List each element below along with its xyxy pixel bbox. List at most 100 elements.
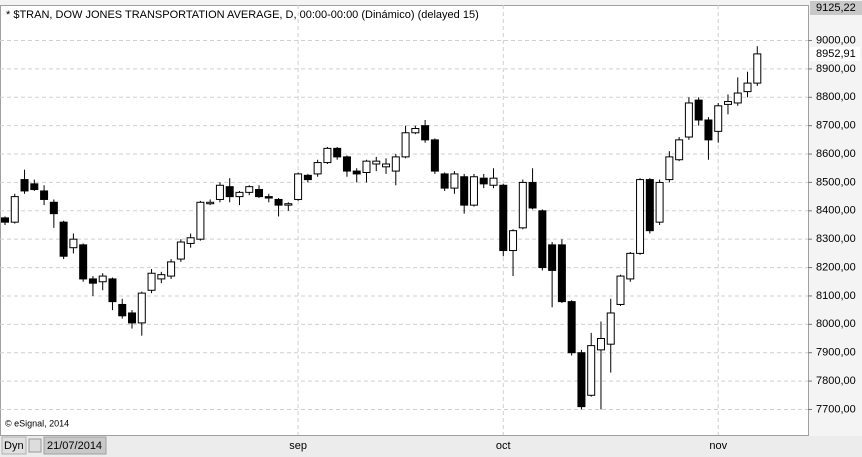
x-tick-label: nov [709, 440, 727, 452]
candle-body [10, 196, 19, 223]
candle-body [255, 189, 264, 198]
candle-body [675, 139, 684, 161]
candle-body [577, 352, 586, 408]
x-tick-label: oct [496, 440, 511, 452]
candle-body [626, 252, 635, 280]
candle-body [548, 244, 557, 271]
candle-body [489, 177, 498, 186]
candle-body [714, 105, 723, 132]
candle-body [733, 92, 742, 104]
candle-body [206, 201, 215, 205]
candle-body [294, 173, 303, 200]
date-box[interactable] [43, 436, 107, 455]
y-tick-label: 8100,00 [816, 290, 856, 302]
watermark: © eSignal, 2014 [5, 418, 69, 428]
bottom-bar [0, 436, 862, 457]
candle-body [303, 174, 312, 181]
candle-body [313, 162, 322, 175]
candle-body [79, 244, 88, 280]
candle-body [264, 196, 273, 199]
candle-body [430, 139, 439, 172]
candle-body [655, 181, 664, 223]
candle-body [342, 156, 351, 172]
last-price-label: 8952,91 [816, 48, 856, 60]
last-price-box [810, 46, 860, 61]
candle-body [743, 82, 752, 93]
candle-body [567, 301, 576, 354]
y-tick-label: 8000,00 [816, 318, 856, 330]
candle-body [167, 261, 176, 277]
candle-body [284, 203, 293, 206]
candle-body [684, 102, 693, 138]
candle-body [391, 156, 400, 172]
candle-body [323, 147, 332, 164]
top-label: 9125,22 [816, 2, 856, 14]
y-tick-label: 8700,00 [816, 120, 856, 132]
candle-body [704, 119, 713, 141]
candle-body [196, 201, 205, 240]
candle-body [235, 191, 244, 198]
candle-body [557, 244, 566, 303]
candle-body [723, 101, 732, 105]
candle-body [665, 156, 674, 181]
candle-body [528, 181, 537, 209]
candle-body [69, 238, 78, 249]
candle-body [538, 210, 547, 269]
candle-body [59, 221, 68, 257]
y-tick-label: 8300,00 [816, 233, 856, 245]
candle-body [606, 312, 615, 345]
candle-body [88, 278, 97, 284]
candle-body [469, 176, 478, 206]
plot-area [0, 5, 809, 436]
candle-body [401, 132, 410, 158]
candle-body [518, 181, 527, 229]
candle-body [596, 338, 605, 351]
candle-body [753, 53, 762, 84]
candle-body [372, 160, 381, 165]
candle-body [20, 179, 29, 192]
y-tick-label: 7800,00 [816, 375, 856, 387]
y-tick-label: 8400,00 [816, 205, 856, 217]
candle-body [479, 177, 488, 185]
candle-body [440, 173, 449, 189]
candle-body [411, 128, 420, 134]
y-tick-label: 8900,00 [816, 63, 856, 75]
candle-body [587, 345, 596, 396]
candle-body [157, 274, 166, 280]
chart-title: * $TRAN, DOW JONES TRANSPORTATION AVERAG… [6, 9, 479, 21]
candle-body [274, 198, 283, 206]
candle-body [333, 147, 342, 158]
candle-body [49, 201, 58, 215]
mode-box[interactable] [1, 436, 27, 455]
candle-body [118, 303, 127, 317]
y-tick-label: 8800,00 [816, 91, 856, 103]
y-tick-label: 7700,00 [816, 403, 856, 415]
candle-body [636, 179, 645, 254]
candle-body [128, 312, 137, 324]
candle-body [460, 176, 469, 206]
candle-body [421, 125, 430, 141]
candle-body [225, 186, 234, 198]
y-tick-label: 7900,00 [816, 347, 856, 359]
lock-icon[interactable] [28, 438, 42, 453]
candle-body [694, 99, 703, 121]
candle-body [108, 278, 117, 303]
candle-body [98, 275, 107, 283]
top-label-box [810, 1, 862, 15]
candle-body [645, 179, 654, 232]
candle-body [215, 184, 224, 200]
y-tick-label: 8600,00 [816, 148, 856, 160]
candle-body [176, 241, 185, 260]
candle-body [352, 170, 361, 175]
candle-body [509, 230, 518, 252]
y-tick-label: 9000,00 [816, 34, 856, 46]
y-tick-label: 8200,00 [816, 261, 856, 273]
candle-body [362, 160, 371, 173]
candle-body [147, 272, 156, 291]
start-date: 21/07/2014 [47, 440, 102, 452]
candle-body [245, 186, 254, 193]
candle-body [450, 173, 459, 189]
x-tick-label: sep [289, 440, 307, 452]
y-tick-label: 8500,00 [816, 176, 856, 188]
